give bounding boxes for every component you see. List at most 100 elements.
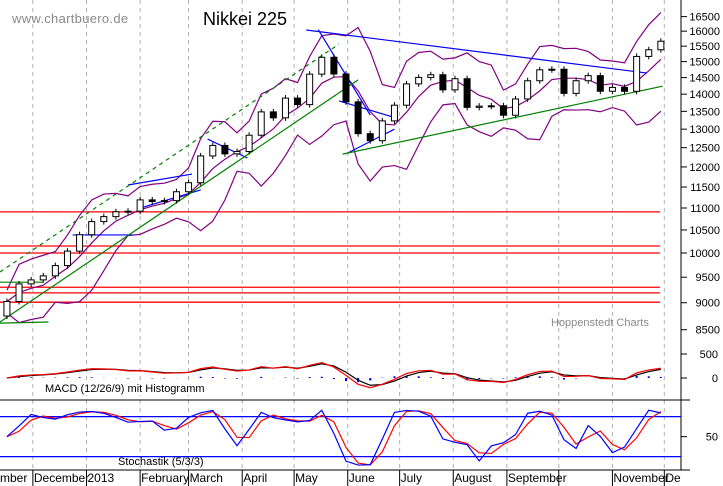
macd-axis-label: 0 [712,373,718,385]
price-axis-label: 11000 [690,203,720,215]
candle-body [536,69,544,82]
candle-body [148,199,156,202]
candle-body [233,151,241,155]
candle-body [294,97,302,106]
candle-body [572,80,580,94]
trendline [317,29,371,116]
price-axis-label: 12000 [689,162,720,174]
candle-body [51,265,59,277]
x-tick-label: February [141,471,189,485]
candle-body [197,155,205,184]
candle-body [621,86,629,92]
candle-body [185,182,193,193]
bollinger-middle [6,58,662,302]
candle-body [160,200,168,203]
x-tick-label: 2013 [88,471,115,485]
candle-body [390,104,398,122]
candle-body [451,78,459,91]
price-axis-label: 10500 [689,225,720,237]
price-axis-label: 10000 [689,248,720,260]
price-axis-label: 14500 [689,73,720,85]
candle-body [112,211,120,218]
candle-body [281,97,289,119]
x-tick-label: December [34,471,89,485]
candle-body [209,144,217,157]
price-axis-label: 15500 [689,41,720,53]
candle-body [136,199,144,212]
chart-title: Nikkei 225 [203,9,288,29]
candle-body [427,74,435,78]
candle-body [487,105,495,108]
price-axis-label: 9000 [696,298,720,310]
candle-body [633,55,641,92]
stochastic-d-line [6,410,662,466]
price-axis-label: 15000 [689,57,720,69]
source-label: Hoppenstedt Charts [551,317,649,329]
candle-body [560,68,568,94]
stochastic-legend: Stochastik (5/3/3) [118,456,204,468]
price-axis-label: 12500 [689,143,720,155]
trendline [0,43,340,273]
trendline [306,29,648,74]
candle-body [342,73,350,103]
x-tick-label: March [190,471,223,485]
candle-body [27,279,35,285]
x-tick-label: August [454,471,492,485]
candle-body [439,74,447,91]
bollinger-lower [6,102,662,324]
candle-body [3,300,11,317]
candle-body [88,221,96,236]
price-axis-label: 16500 [689,12,720,24]
trendline [338,100,393,118]
candle-body [512,98,520,116]
candle-body [15,283,23,302]
candle-body [100,216,108,223]
price-axis-label: 9500 [696,272,720,284]
candle-body [548,68,556,71]
candle-body [76,234,84,252]
price-axis-label: 13000 [689,124,720,136]
candle-body [63,250,71,267]
candle-body [463,78,471,108]
x-tick-label: June [349,471,375,485]
price-axis-label: 8500 [696,325,720,337]
x-tick-label: April [243,471,267,485]
candle-body [124,210,132,213]
stochastic-axis-label: 50 [706,432,718,444]
trendline [127,173,193,186]
price-axis-label: 11500 [690,182,720,194]
macd-legend: MACD (12/26/9) mit Histogramm [45,383,205,395]
candle-body [499,105,507,116]
price-axis-label: 13500 [689,106,720,118]
candle-body [524,80,532,100]
candle-body [645,49,653,57]
candle-body [318,56,326,75]
x-tick-label: November [613,471,668,485]
candle-body [584,75,592,82]
candle-body [366,133,374,142]
candle-body [354,101,362,135]
stochastic-k-line [6,409,661,466]
candle-body [172,191,180,202]
trendline [342,85,663,155]
candle-body [39,275,47,281]
x-tick-label: September [508,471,567,485]
candle-body [657,40,665,51]
candle-body [306,73,314,106]
candle-body [221,144,229,155]
candle-body [608,86,616,92]
candle-body [257,111,265,136]
x-tick-label: mber [0,471,27,485]
candle-body [475,105,483,108]
macd-line [6,361,661,389]
macd-axis-label: 500 [700,349,718,361]
candle-body [403,83,411,106]
candle-body [378,120,386,142]
candle-body [245,134,253,153]
candle-body [415,76,423,85]
x-tick-label: May [295,471,318,485]
price-axis-label: 16000 [689,26,720,38]
price-axis-label: 14000 [689,89,720,101]
